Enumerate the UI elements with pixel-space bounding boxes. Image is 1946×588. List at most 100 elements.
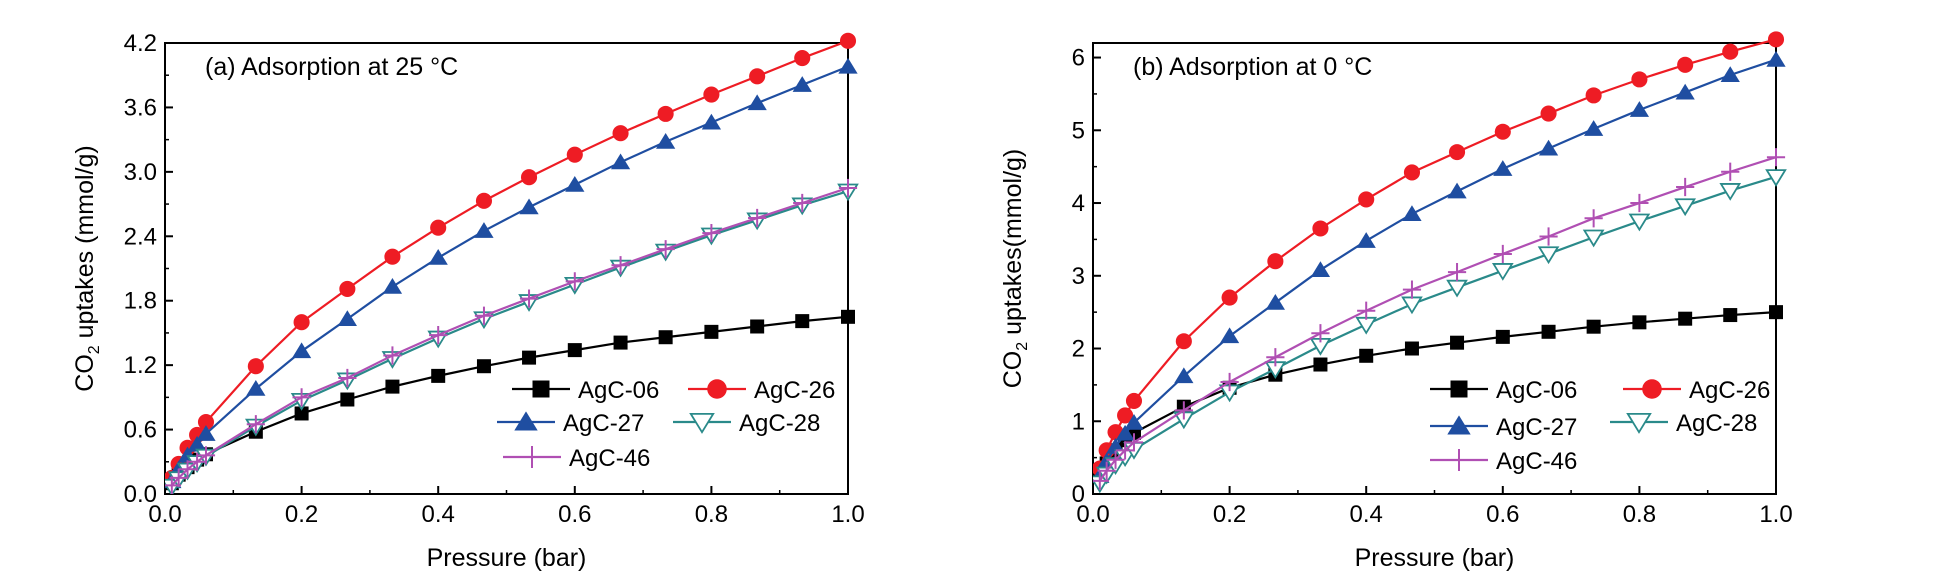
data-point-agc-27	[246, 380, 266, 396]
data-point-agc-26	[384, 248, 401, 265]
legend: AgC-06 AgC-26 AgC-27 AgC-28 AgC-46	[497, 377, 835, 472]
legend-item-agc-26: AgC-26	[1623, 377, 1770, 404]
y-tick-label: 4.2	[124, 30, 157, 57]
series-agc-46	[1093, 148, 1786, 491]
legend-label: AgC-28	[1676, 410, 1757, 437]
data-point-agc-27	[1538, 139, 1559, 156]
panel-title: (b) Adsorption at 0 °C	[1133, 53, 1372, 81]
legend: AgC-06 AgC-26 AgC-27 AgC-28 AgC-46	[1430, 377, 1770, 475]
data-point-agc-06	[658, 330, 673, 345]
x-tick-label: 0.0	[1076, 501, 1109, 528]
data-point-agc-28	[1628, 213, 1651, 232]
y-axis-label: CO2 uptakes (mmol/g)	[71, 145, 103, 391]
data-point-agc-26	[1175, 333, 1192, 350]
data-point-agc-26	[1722, 43, 1739, 60]
legend-marker-agc-27	[514, 411, 538, 431]
data-point-agc-27	[428, 249, 448, 265]
data-point-agc-28	[1674, 198, 1697, 217]
legend-label: AgC-46	[569, 445, 650, 472]
data-point-agc-27	[291, 342, 312, 359]
data-point-agc-27	[1447, 182, 1467, 199]
data-point-agc-26	[1358, 191, 1375, 208]
legend-label: AgC-46	[1496, 448, 1577, 475]
data-point-agc-46	[1766, 148, 1786, 167]
y-tick-label: 0.0	[124, 481, 157, 508]
legend-item-agc-27: AgC-27	[1430, 414, 1577, 441]
data-point-agc-06	[1586, 319, 1601, 334]
legend-label: AgC-27	[563, 410, 644, 437]
data-point-agc-46	[178, 460, 197, 479]
legend-item-agc-28: AgC-28	[673, 410, 820, 437]
data-point-agc-27	[747, 94, 767, 111]
data-point-agc-27	[610, 153, 631, 170]
data-point-agc-46	[702, 223, 721, 243]
data-point-agc-46	[1676, 177, 1695, 197]
data-point-agc-26	[794, 49, 811, 67]
data-point-agc-06	[750, 319, 765, 334]
data-point-agc-46	[748, 208, 767, 228]
data-point-agc-06	[1769, 305, 1783, 320]
data-point-agc-26	[247, 358, 264, 375]
data-point-agc-27	[519, 198, 539, 215]
data-point-agc-27	[1219, 327, 1240, 344]
data-point-agc-46	[338, 368, 357, 388]
data-point-agc-06	[385, 379, 400, 394]
data-point-agc-46	[1311, 324, 1330, 343]
data-point-agc-46	[611, 256, 630, 275]
data-point-agc-06	[522, 350, 537, 365]
y-tick-label: 6	[1072, 45, 1085, 72]
panel-title: (a) Adsorption at 25 °C	[205, 53, 458, 81]
y-tick-label: 3.0	[124, 159, 157, 186]
data-point-agc-26	[1117, 407, 1134, 424]
legend-marker-agc-06	[1450, 380, 1468, 398]
data-point-agc-26	[339, 280, 356, 297]
data-point-agc-26	[197, 414, 215, 431]
data-point-agc-27	[1174, 367, 1194, 384]
data-point-agc-27	[187, 435, 207, 452]
data-point-agc-27	[382, 278, 403, 294]
data-point-agc-28	[1401, 296, 1423, 315]
data-point-agc-06	[795, 314, 810, 329]
data-point-agc-46	[1174, 401, 1193, 420]
y-tick-label: 0	[1072, 481, 1085, 508]
legend-marker-agc-46	[1447, 448, 1471, 472]
y-axis-label: CO2 uptakes(mmol/g)	[999, 149, 1031, 389]
legend-marker-agc-46	[520, 445, 544, 469]
data-point-agc-27	[1402, 205, 1422, 221]
data-point-agc-06	[1495, 329, 1510, 344]
data-point-agc-06	[431, 368, 446, 383]
legend-label: AgC-06	[578, 377, 659, 404]
data-point-agc-46	[1106, 450, 1125, 469]
data-point-agc-26	[1585, 87, 1602, 104]
data-point-agc-27	[1124, 413, 1144, 430]
data-point-agc-26	[1312, 220, 1329, 237]
data-point-agc-06	[1541, 324, 1556, 339]
data-point-agc-46	[1447, 263, 1467, 282]
data-point-agc-46	[383, 346, 402, 365]
data-point-agc-06	[704, 324, 719, 339]
legend-label: AgC-26	[754, 377, 835, 404]
data-point-agc-27	[196, 425, 216, 441]
legend-item-agc-26: AgC-26	[688, 377, 835, 404]
data-point-agc-27	[565, 175, 585, 192]
x-tick-label: 0.2	[285, 501, 318, 528]
data-point-agc-06	[1632, 315, 1647, 330]
data-point-agc-46	[1721, 162, 1740, 181]
data-point-agc-28	[1446, 279, 1468, 298]
x-tick-label: 0.0	[148, 501, 181, 528]
data-point-agc-46	[169, 468, 188, 487]
y-tick-label: 0.6	[124, 417, 157, 444]
data-point-agc-27	[701, 113, 722, 130]
series-line-agc-26	[1098, 38, 1777, 469]
legend-label: AgC-28	[739, 410, 820, 437]
series-line-agc-46	[171, 186, 849, 487]
data-point-agc-06	[1678, 311, 1693, 326]
legend-item-agc-06: AgC-06	[1430, 377, 1577, 404]
data-point-agc-26	[1267, 253, 1284, 270]
data-point-agc-26	[293, 314, 310, 331]
x-axis-label: Pressure (bar)	[427, 544, 587, 572]
data-point-agc-46	[292, 388, 311, 407]
data-point-agc-27	[1115, 424, 1135, 441]
panel-a-adsorption-25c: 0.0 0.2 0.4 0.6 0.8 1.0 0.0 0.6 1.2 1.8 2.4 3.0 3.6 4…	[71, 30, 865, 572]
data-point-agc-26	[430, 219, 447, 236]
